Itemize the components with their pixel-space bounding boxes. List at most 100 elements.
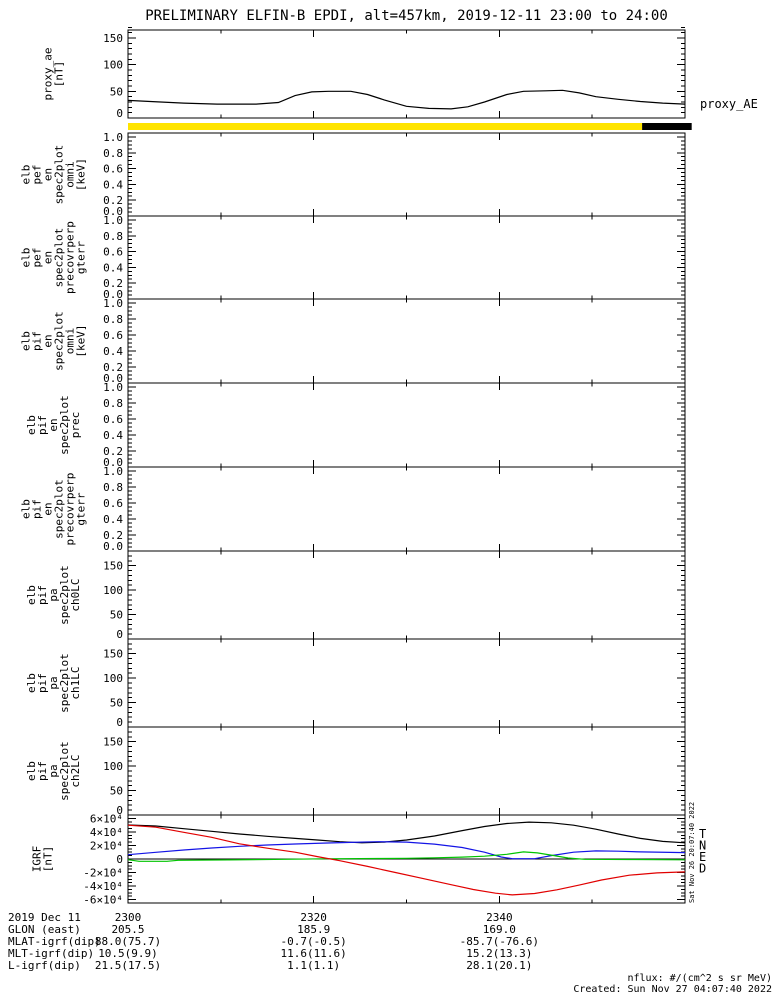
elb_pif_pa_spec2plot_ch1LC-ytick-label: 50 <box>110 697 123 710</box>
elb_pif_pa_spec2plot_ch0LC-ytick-label: 150 <box>103 560 123 573</box>
elb_pif_en_spec2plot_omni-ytick-label: 0.6 <box>103 329 123 342</box>
elb_pif_en_spec2plot_prec-ylabel: pif <box>36 415 49 435</box>
elb_pif_pa_spec2plot_ch2LC-ylabel: elb <box>25 761 38 781</box>
elb_pif_en_spec2plot_precovrperp_gterr-ytick-label: 0.4 <box>103 513 123 526</box>
elb_pef_en_spec2plot_precovrperp_gterr-ytick-label: 0.2 <box>103 277 123 290</box>
elb_pif_en_spec2plot_prec-ytick-label: 0.6 <box>103 413 123 426</box>
elb_pef_en_spec2plot_omni-ylabel: elb <box>20 165 33 185</box>
elb_pif_pa_spec2plot_ch2LC-ylabel: spec2plot <box>58 741 71 801</box>
elb_pef_en_spec2plot_omni-ylabel: spec2plot <box>53 145 66 205</box>
elb_pif_en_spec2plot_prec-ytick-label: 0.4 <box>103 429 123 442</box>
elb_pef_en_spec2plot_precovrperp_gterr-ylabel: precovrperp <box>64 221 77 294</box>
elb_pif_en_spec2plot_precovrperp_gterr-ytick-label: 0.2 <box>103 529 123 542</box>
elb_pif_en_spec2plot_precovrperp_gterr-ytick-label: 0.6 <box>103 497 123 510</box>
elb_pif_en_spec2plot_precovrperp_gterr-frame <box>127 466 686 552</box>
elb_pif_pa_spec2plot_ch0LC-ylabel: pa <box>47 588 60 601</box>
elb_pif_en_spec2plot_omni-ylabel: spec2plot <box>53 311 66 371</box>
footer: nflux: #/(cm^2 s sr MeV) Created: Sun No… <box>573 973 772 995</box>
plot-title: PRELIMINARY ELFIN-B EPDI, alt=457km, 201… <box>145 8 668 24</box>
xaxis-row-value: 1.1(1.1) <box>287 959 340 972</box>
legend-N: N <box>699 839 706 853</box>
proxy_ae-ytick-label: 150 <box>103 32 123 45</box>
elb_pif_en_spec2plot_precovrperp_gterr-ylabel: precovrperp <box>64 473 77 546</box>
proxy_ae-ytick-label: 100 <box>103 59 123 72</box>
elb_pif_pa_spec2plot_ch2LC-ytick-label: 150 <box>103 736 123 749</box>
elb_pif_pa_spec2plot_ch0LC-ytick-label: 50 <box>110 609 123 622</box>
elb_pif_en_spec2plot_omni-ytick-label: 0.2 <box>103 361 123 374</box>
elb_pef_en_spec2plot_precovrperp_gterr-ytick-label: 1.0 <box>103 214 123 227</box>
elb_pif_en_spec2plot_precovrperp_gterr-ylabel: pif <box>31 499 44 519</box>
elb_pif_pa_spec2plot_ch0LC-ylabel: ch0LC <box>69 578 82 611</box>
xaxis-row-value: 169.0 <box>483 923 516 936</box>
elb_pif_pa_spec2plot_ch0LC-ylabel: spec2plot <box>58 565 71 625</box>
footer-created-label: Created: Sun Nov 27 04:07:40 2022 <box>573 984 772 995</box>
elb_pif_en_spec2plot_prec-ylabel: spec2plot <box>58 395 71 455</box>
elb_pif_pa_spec2plot_ch1LC-ylabel: pa <box>47 676 60 689</box>
xaxis-row-label: L-igrf(dip) <box>8 959 81 972</box>
elb_pif_en_spec2plot_omni-frame <box>127 298 686 384</box>
elb_pef_en_spec2plot_omni-ytick-label: 0.4 <box>103 178 123 191</box>
elb_pif_en_spec2plot_prec-ylabel: elb <box>25 415 38 435</box>
series-E <box>127 851 686 862</box>
elb_pif_en_spec2plot_omni-ylabel: en <box>42 334 55 347</box>
elb_pef_en_spec2plot_omni-ytick-label: 0.0 <box>103 205 123 218</box>
elb_pif_en_spec2plot_omni-ytick-label: 0.0 <box>103 372 123 385</box>
elb_pef_en_spec2plot_omni-frame <box>127 132 686 217</box>
xaxis-row-label: MLAT-igrf(dip) <box>8 935 101 948</box>
elb_pif_en_spec2plot_precovrperp_gterr-ylabel: gterr <box>75 492 88 525</box>
elb_pif_pa_spec2plot_ch1LC-ytick-label: 100 <box>103 672 123 685</box>
elb_pif_pa_spec2plot_ch2LC-ytick-label: 0 <box>116 804 123 817</box>
series-D <box>127 824 686 896</box>
elb_pef_en_spec2plot_precovrperp_gterr-ytick-label: 0.6 <box>103 246 123 259</box>
elb_pif_pa_spec2plot_ch0LC-ylabel: pif <box>36 585 49 605</box>
igrf-ytick-label: -2×10⁴ <box>83 867 123 880</box>
elb_pif_en_spec2plot_prec-ylabel: prec <box>69 412 82 439</box>
igrf-ylabel: [nT] <box>42 846 55 873</box>
elb_pif_pa_spec2plot_ch2LC-ylabel: pif <box>36 761 49 781</box>
proxy_ae-ytick-label: 50 <box>110 85 123 98</box>
elb_pef_en_spec2plot_precovrperp_gterr-ytick-label: 0.4 <box>103 261 123 274</box>
xaxis-row-value: 2300 <box>115 911 142 924</box>
igrf-ytick-label: -6×10⁴ <box>83 894 123 907</box>
flag-strip-segment <box>128 123 643 130</box>
elb_pif_en_spec2plot_omni-ytick-label: 0.8 <box>103 313 123 326</box>
elb_pef_en_spec2plot_precovrperp_gterr-frame <box>127 215 686 300</box>
elb_pif_en_spec2plot_precovrperp_gterr-ylabel: spec2plot <box>53 479 66 539</box>
elb_pif_pa_spec2plot_ch1LC-frame <box>127 638 686 728</box>
elb_pef_en_spec2plot_precovrperp_gterr-ylabel: elb <box>20 248 33 268</box>
elb_pif_en_spec2plot_prec-ytick-label: 0.2 <box>103 445 123 458</box>
proxy_ae-frame <box>127 29 686 119</box>
elb_pef_en_spec2plot_precovrperp_gterr-ylabel: pef <box>31 248 44 268</box>
elb_pif_en_spec2plot_prec-ytick-label: 0.0 <box>103 456 123 469</box>
elb_pif_en_spec2plot_precovrperp_gterr-ylabel: en <box>42 502 55 515</box>
series-proxy_AE <box>127 89 686 110</box>
proxy_ae-ytick-label: 0 <box>116 107 123 120</box>
elb_pef_en_spec2plot_omni-ylabel: pef <box>31 165 44 185</box>
igrf-ytick-label: 6×10⁴ <box>90 812 123 825</box>
elb_pif_en_spec2plot_omni-ytick-label: 1.0 <box>103 297 123 310</box>
elb_pif_pa_spec2plot_ch1LC-ylabel: elb <box>25 673 38 693</box>
right-label-proxy_ae: proxy_AE <box>700 97 758 111</box>
elb_pef_en_spec2plot_omni-ytick-label: 1.0 <box>103 131 123 144</box>
elb_pif_pa_spec2plot_ch2LC-ytick-label: 100 <box>103 760 123 773</box>
elb_pif_pa_spec2plot_ch0LC-ylabel: elb <box>25 585 38 605</box>
elb_pef_en_spec2plot_precovrperp_gterr-ylabel: spec2plot <box>53 228 66 288</box>
xaxis-row-value: 185.9 <box>297 923 330 936</box>
series-N <box>127 841 686 860</box>
elb_pif_en_spec2plot_prec-frame <box>127 382 686 468</box>
elb_pif_en_spec2plot_prec-ytick-label: 1.0 <box>103 381 123 394</box>
legend-T: T <box>699 827 706 841</box>
igrf-ytick-label: 2×10⁴ <box>90 839 123 852</box>
xaxis-row-value: -85.7(-76.6) <box>460 935 539 948</box>
elb_pef_en_spec2plot_omni-ylabel: omni <box>64 161 77 188</box>
elb_pef_en_spec2plot_precovrperp_gterr-ytick-label: 0.0 <box>103 288 123 301</box>
elb_pif_pa_spec2plot_ch1LC-ylabel: pif <box>36 673 49 693</box>
footer-units-label: nflux: #/(cm^2 s sr MeV) <box>627 973 773 984</box>
xaxis-row-value: 21.5(17.5) <box>95 959 161 972</box>
xaxis-row-value: 28.1(20.1) <box>466 959 532 972</box>
igrf-ytick-label: 0 <box>116 853 123 866</box>
elb_pif_pa_spec2plot_ch0LC-ytick-label: 0 <box>116 628 123 641</box>
elb_pif_pa_spec2plot_ch1LC-ytick-label: 0 <box>116 716 123 729</box>
series-T <box>127 821 686 844</box>
